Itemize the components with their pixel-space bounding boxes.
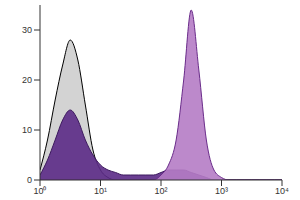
svg-text:30: 30 [22,25,32,35]
svg-text:10⁴: 10⁴ [275,186,289,196]
svg-text:0: 0 [27,175,32,185]
svg-text:10²: 10² [154,186,167,196]
svg-text:20: 20 [22,75,32,85]
svg-text:10: 10 [22,125,32,135]
svg-text:10¹: 10¹ [94,186,107,196]
svg-text:10³: 10³ [215,186,228,196]
svg-text:10⁰: 10⁰ [33,186,46,196]
